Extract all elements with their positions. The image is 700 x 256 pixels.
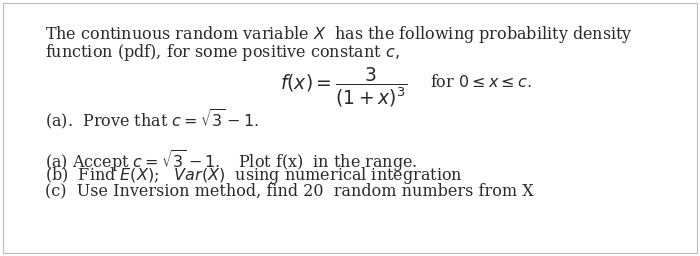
Text: for $0 \leq x \leq c.$: for $0 \leq x \leq c.$ [430,74,531,91]
Text: (c)  Use Inversion method, find 20  random numbers from X: (c) Use Inversion method, find 20 random… [45,182,533,199]
Text: The continuous random variable $X$  has the following probability density: The continuous random variable $X$ has t… [45,24,633,45]
Text: $f(x) = \dfrac{3}{(1+x)^3}$: $f(x) = \dfrac{3}{(1+x)^3}$ [280,66,407,109]
Text: (b)  Find $E(X)$;   $Var(X)$  using numerical integration: (b) Find $E(X)$; $Var(X)$ using numerica… [45,165,463,186]
Text: (a) Accept $c = \sqrt{3} - 1.$   Plot f(x)  in the range.: (a) Accept $c = \sqrt{3} - 1.$ Plot f(x)… [45,148,417,174]
Text: function (pdf), for some positive constant $c,$: function (pdf), for some positive consta… [45,42,400,63]
Text: (a).  Prove that $c = \sqrt{3} - 1.$: (a). Prove that $c = \sqrt{3} - 1.$ [45,108,259,132]
